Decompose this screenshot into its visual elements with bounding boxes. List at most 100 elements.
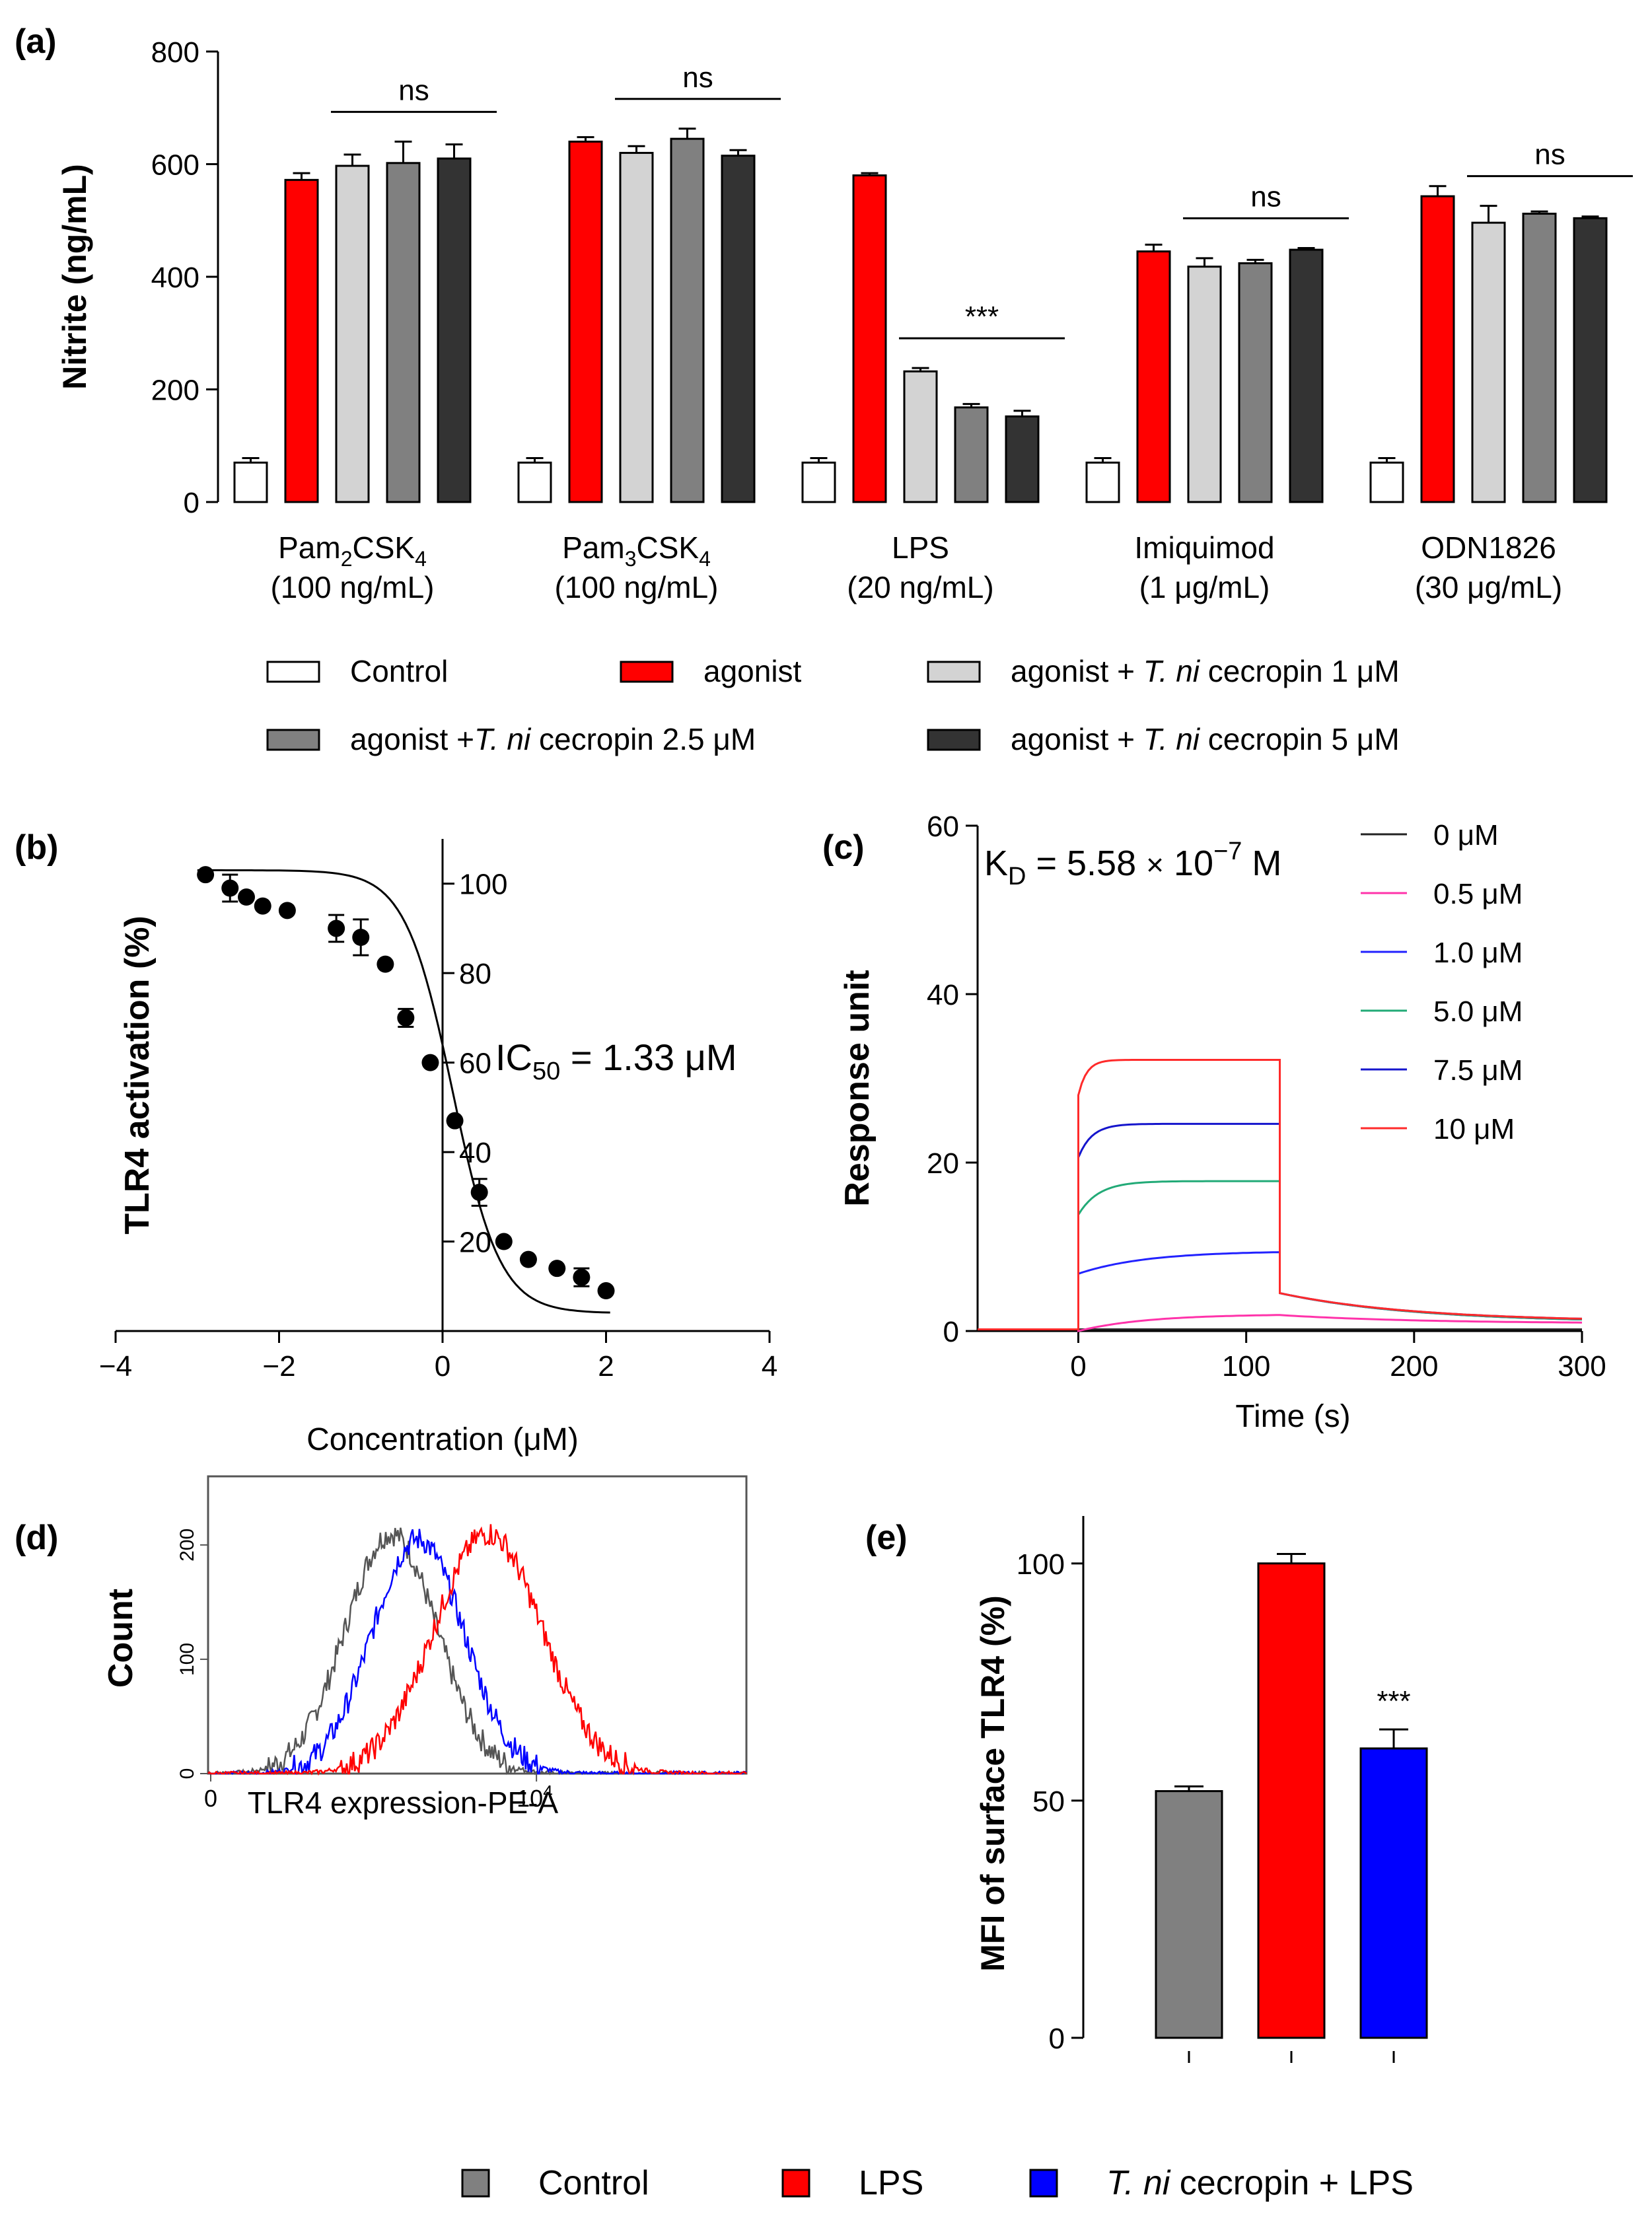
legend-label-a: agonist bbox=[703, 654, 802, 688]
significance-label-a: ns bbox=[1250, 181, 1281, 213]
y-tick-label-c: 60 bbox=[927, 811, 959, 843]
y-tick-label-c: 0 bbox=[943, 1316, 959, 1348]
sensorgram-line-c bbox=[978, 1059, 1583, 1330]
bar-e bbox=[1155, 1790, 1223, 2039]
bar-a bbox=[335, 164, 370, 503]
y-tick-label-b: 80 bbox=[459, 958, 491, 990]
y-tick-label-c: 40 bbox=[927, 979, 959, 1011]
x-tick-label-b: 2 bbox=[598, 1350, 614, 1383]
significance-label-a: ns bbox=[682, 61, 713, 94]
legend-swatch-bottom bbox=[461, 2169, 490, 2198]
data-point-b bbox=[519, 1250, 537, 1268]
significance-label-e: *** bbox=[1377, 1685, 1410, 1717]
x-tick-label-c: 300 bbox=[1558, 1350, 1606, 1383]
data-point-b bbox=[397, 1009, 415, 1027]
legend-label-a: Control bbox=[350, 654, 448, 688]
panel-label-d: (d) bbox=[15, 1519, 58, 1557]
y-axis-label-a: Nitrite (ng/mL) bbox=[56, 164, 93, 390]
y-tick-label-b: 60 bbox=[459, 1048, 491, 1080]
y-tick-label-a: 400 bbox=[151, 262, 199, 294]
bar-a bbox=[1136, 250, 1171, 503]
legend-label-c: 5.0 μM bbox=[1433, 995, 1523, 1028]
y-tick-label-a: 600 bbox=[151, 149, 199, 182]
bar-a bbox=[852, 174, 887, 503]
bar-a bbox=[1289, 248, 1324, 503]
bar-a bbox=[670, 137, 705, 503]
bar-a bbox=[517, 461, 552, 503]
bar-a bbox=[721, 155, 756, 503]
group-label-a: Pam2CSK4 bbox=[278, 530, 427, 571]
histogram-d bbox=[207, 1527, 747, 1776]
y-tick-label-d: 100 bbox=[176, 1643, 198, 1676]
y-tick-label-b: 100 bbox=[459, 869, 507, 901]
panel-c: (c) 0 20 40 60 0 100 200 300 Time (s) Response uni… bbox=[822, 811, 1606, 1434]
bar-a bbox=[1522, 213, 1557, 503]
x-tick-label-b: 0 bbox=[435, 1350, 450, 1383]
group-label-a: Pam3CSK4 bbox=[562, 530, 711, 571]
data-point-b bbox=[238, 888, 255, 906]
data-point-b bbox=[352, 929, 370, 946]
bar-a bbox=[954, 406, 989, 503]
x-tick-label-c: 200 bbox=[1390, 1350, 1438, 1383]
y-axis-label-b: TLR4 activation (%) bbox=[118, 916, 157, 1235]
y-axis-label-d: Count bbox=[102, 1589, 140, 1688]
legend-label-a: agonist + T. ni cecropin 5 μM bbox=[1011, 722, 1400, 756]
data-point-b bbox=[377, 955, 394, 973]
bar-a bbox=[619, 151, 654, 503]
x-tick-label-b: 4 bbox=[762, 1350, 777, 1383]
data-point-b bbox=[495, 1233, 513, 1250]
x-axis-label-b: Concentration (μM) bbox=[306, 1422, 579, 1457]
legend-swatch-bottom bbox=[781, 2169, 810, 2198]
panel-label-a: (a) bbox=[15, 22, 57, 61]
x-tick-label-c: 100 bbox=[1222, 1350, 1270, 1383]
legend-swatch-a bbox=[266, 729, 320, 751]
y-tick-label-e: 0 bbox=[1049, 2023, 1065, 2055]
legend-swatch-a bbox=[620, 661, 674, 683]
data-point-b bbox=[548, 1260, 566, 1278]
legend-swatch-a bbox=[927, 729, 981, 751]
legend-label-bottom: T. ni cecropin + LPS bbox=[1106, 2164, 1414, 2202]
data-point-b bbox=[278, 902, 296, 919]
x-tick-label-d: 104 bbox=[517, 1782, 553, 1812]
data-point-b bbox=[597, 1282, 615, 1300]
group-sublabel-a: (100 ng/mL) bbox=[270, 570, 434, 604]
kd-annotation-c: KD = 5.58 × 10−7 M bbox=[984, 838, 1281, 890]
y-tick-label-b: 20 bbox=[459, 1227, 491, 1259]
group-sublabel-a: (30 μg/mL) bbox=[1415, 570, 1562, 604]
fit-curve-b bbox=[197, 869, 610, 1314]
bar-a bbox=[903, 370, 938, 503]
legend-label-bottom: LPS bbox=[859, 2164, 923, 2202]
y-axis-label-c: Response unit bbox=[838, 970, 877, 1206]
panel-a: (a) 0 200 400 600 800 Nitrite (ng/mL) ns Pam2CSK… bbox=[15, 22, 1633, 756]
legend-label-a: agonist +T. ni cecropin 2.5 μM bbox=[350, 722, 756, 756]
bar-a bbox=[1471, 221, 1506, 503]
bar-a bbox=[1420, 195, 1455, 503]
x-axis-label-c: Time (s) bbox=[1235, 1399, 1350, 1434]
legend-label-c: 1.0 μM bbox=[1433, 937, 1523, 969]
bar-e bbox=[1359, 1747, 1428, 2039]
y-tick-label-a: 0 bbox=[184, 487, 199, 519]
data-point-b bbox=[421, 1054, 439, 1071]
sensorgram-line-c bbox=[978, 1314, 1583, 1332]
ic50-annotation-b: IC50 = 1.33 μM bbox=[495, 1036, 737, 1085]
significance-label-a: ns bbox=[398, 74, 429, 106]
significance-label-a: ns bbox=[1534, 139, 1565, 171]
x-tick-label-b: −4 bbox=[99, 1350, 132, 1383]
bar-a bbox=[284, 178, 319, 503]
bar-a bbox=[1369, 461, 1404, 503]
data-point-b bbox=[221, 879, 239, 897]
bar-a bbox=[1573, 217, 1608, 503]
y-tick-label-c: 20 bbox=[927, 1147, 959, 1180]
bottom-legend: Control LPS T. ni cecropin + LPS bbox=[461, 2164, 1414, 2202]
y-tick-label-e: 100 bbox=[1017, 1548, 1065, 1581]
bar-a bbox=[1187, 266, 1222, 503]
data-point-b bbox=[254, 897, 271, 915]
panel-label-c: (c) bbox=[822, 828, 865, 867]
y-tick-label-a: 800 bbox=[151, 36, 199, 69]
significance-label-a: *** bbox=[965, 301, 999, 333]
group-sublabel-a: (1 μg/mL) bbox=[1139, 570, 1270, 604]
bar-a bbox=[1085, 461, 1120, 503]
